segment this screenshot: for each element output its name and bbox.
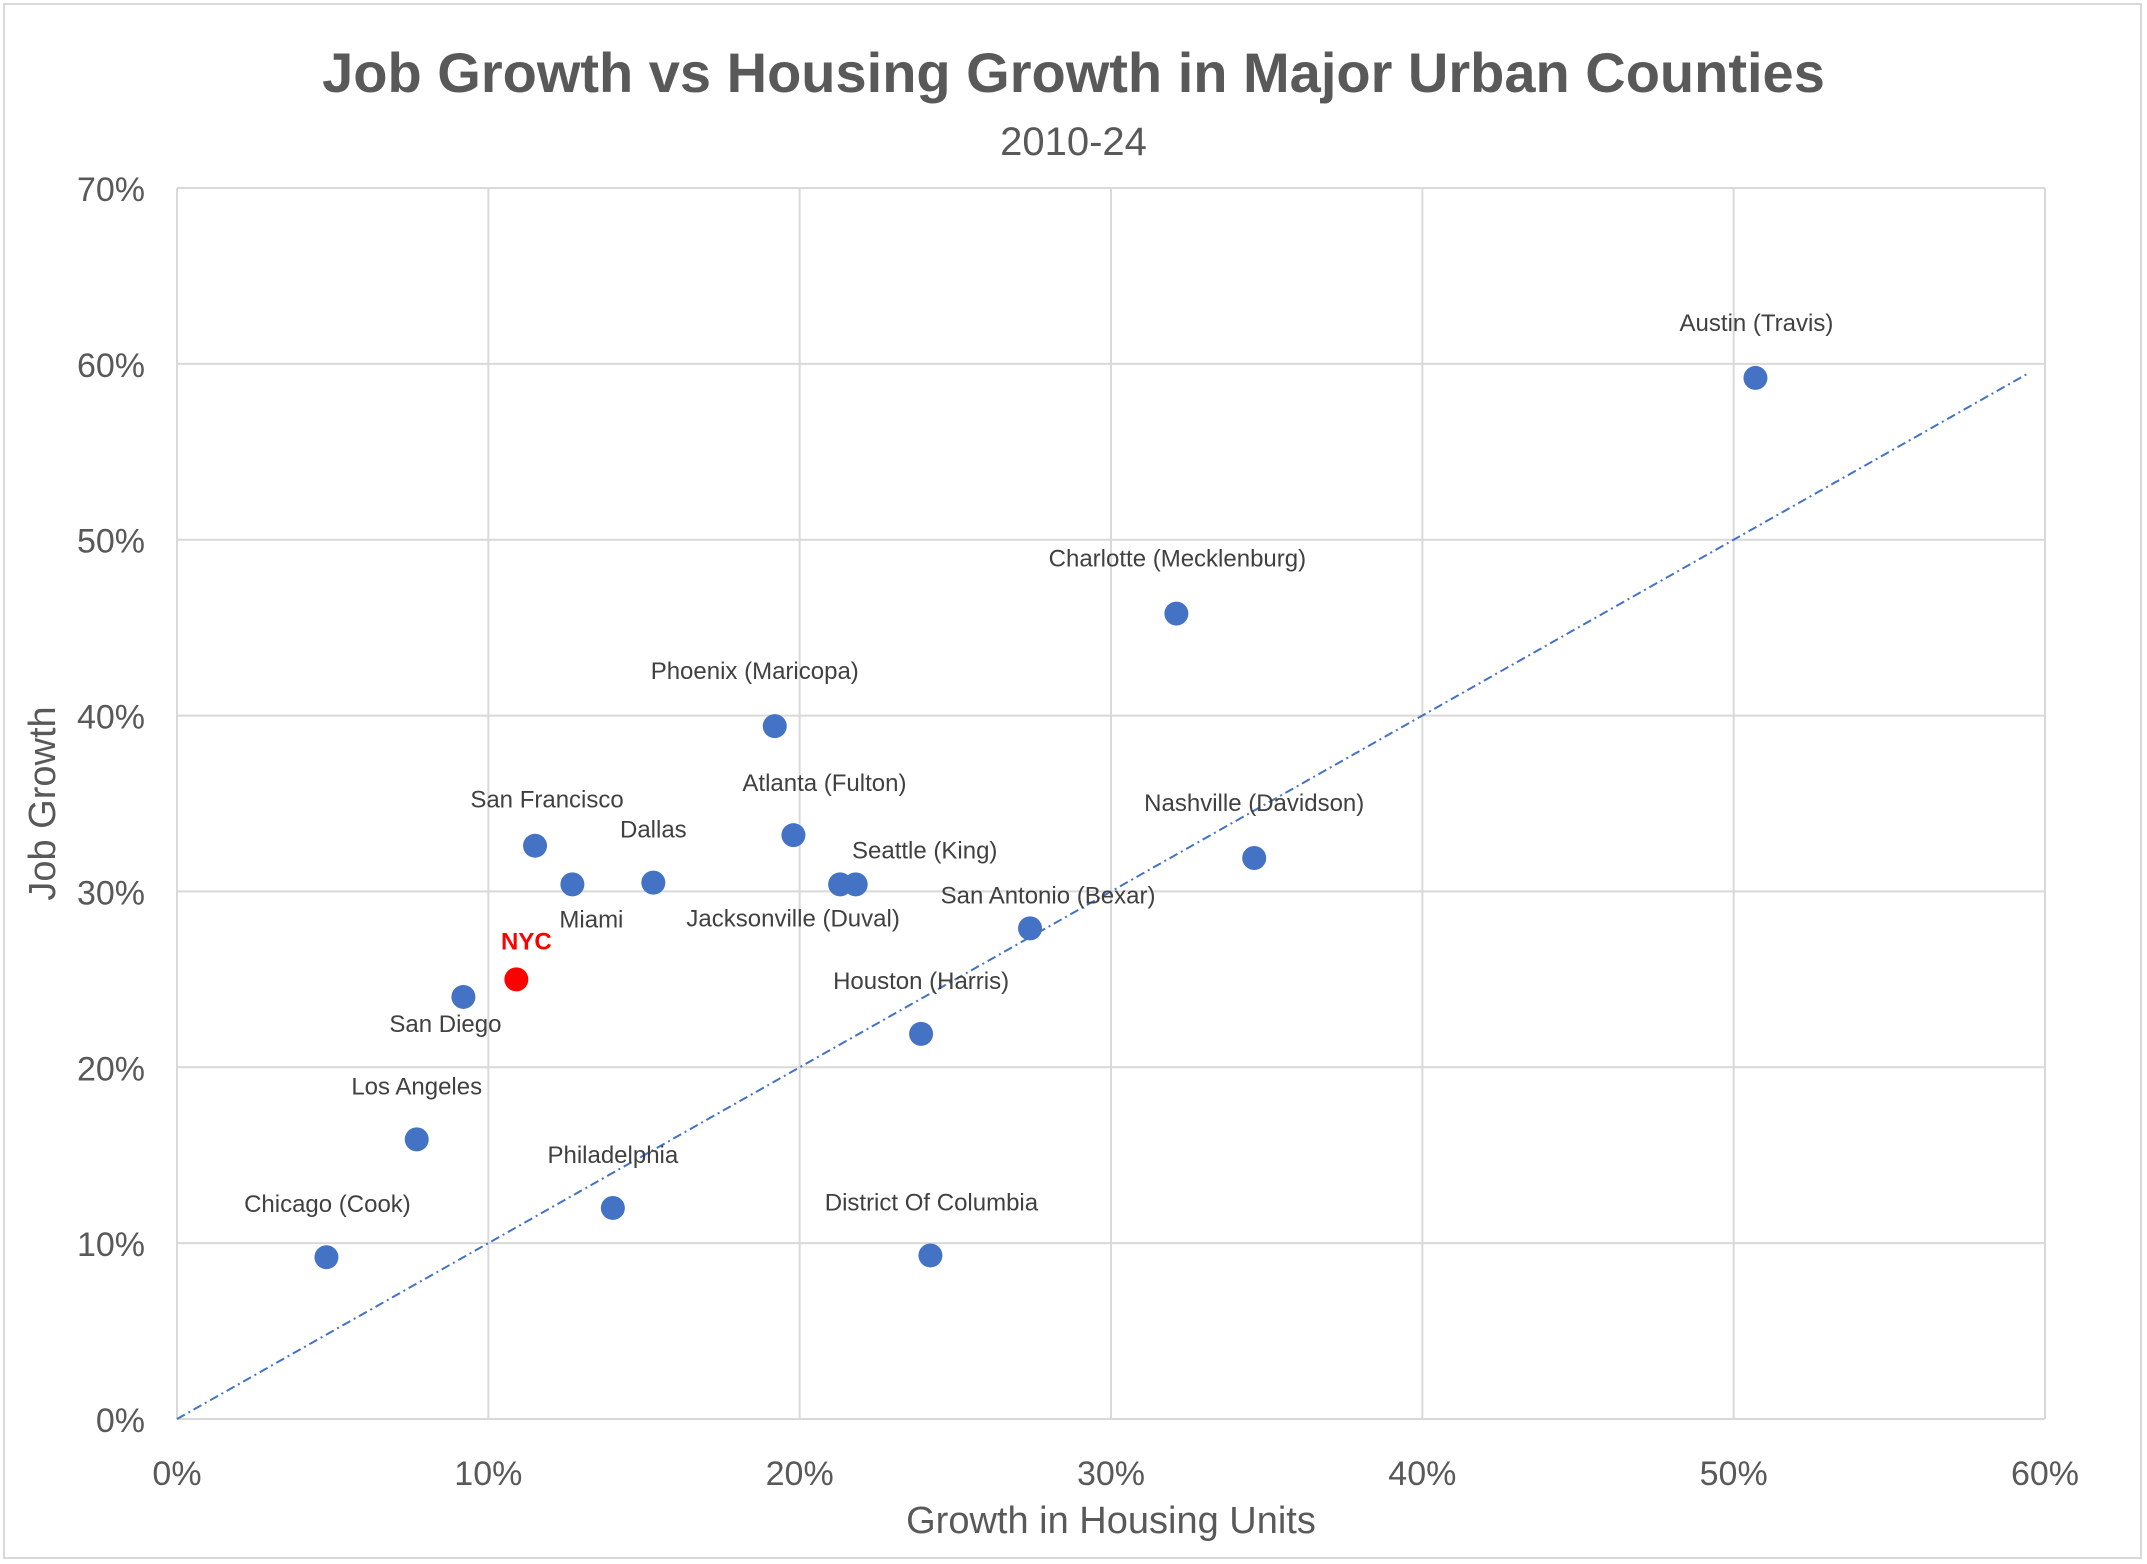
data-label: Atlanta (Fulton) [742,770,906,797]
data-label: Austin (Travis) [1680,310,1834,337]
data-label: Phoenix (Maricopa) [651,658,859,685]
data-label: NYC [501,928,552,955]
data-point [1018,916,1043,941]
data-label: Dallas [620,817,687,844]
y-axis-title: Job Growth [22,706,64,900]
data-point [1242,846,1267,871]
data-label: San Antonio (Bexar) [941,882,1156,909]
data-point [451,984,476,1009]
x-tick-label: 20% [766,1455,834,1493]
y-tick-label: 10% [77,1226,145,1264]
data-point [314,1245,339,1270]
chart-frame [3,3,2142,1559]
x-tick-label: 10% [454,1455,522,1493]
data-point [918,1243,943,1268]
data-label: Jacksonville (Duval) [686,905,899,932]
data-label: Philadelphia [547,1142,678,1169]
data-point [1743,365,1768,390]
data-label: District Of Columbia [825,1189,1039,1216]
data-point [1164,601,1189,626]
x-tick-label: 50% [1700,1455,1768,1493]
y-tick-label: 60% [77,347,145,385]
highlight-point [504,967,529,992]
data-label: Miami [559,906,623,933]
data-label: Seattle (King) [852,837,997,864]
x-tick-label: 0% [152,1455,201,1493]
data-label: Los Angeles [351,1073,482,1100]
x-tick-label: 30% [1077,1455,1145,1493]
data-point [641,870,666,895]
x-axis-title: Growth in Housing Units [906,1500,1316,1542]
y-tick-label: 40% [77,699,145,737]
data-point [600,1195,625,1220]
reference-line [176,371,2030,1420]
y-tick-label: 70% [77,171,145,209]
data-point [828,872,853,897]
data-label: Houston (Harris) [833,968,1009,995]
data-point [404,1127,429,1152]
y-tick-label: 0% [96,1402,145,1440]
data-label: San Francisco [470,787,623,814]
data-label: San Diego [389,1011,501,1038]
data-label: Charlotte (Mecklenburg) [1049,546,1306,573]
y-tick-label: 30% [77,874,145,912]
data-point [523,833,548,858]
data-label: Chicago (Cook) [244,1191,411,1218]
chart-title: Job Growth vs Housing Growth in Major Ur… [322,41,1825,104]
y-tick-label: 20% [77,1050,145,1088]
x-tick-label: 60% [2011,1455,2079,1493]
x-tick-label: 40% [1388,1455,1456,1493]
data-point [909,1021,934,1046]
data-label: Nashville (Davidson) [1144,790,1364,817]
data-point [762,714,787,739]
chart-subtitle: 2010-24 [1000,120,1147,164]
data-point [781,823,806,848]
data-point [560,872,585,897]
y-tick-label: 50% [77,523,145,561]
